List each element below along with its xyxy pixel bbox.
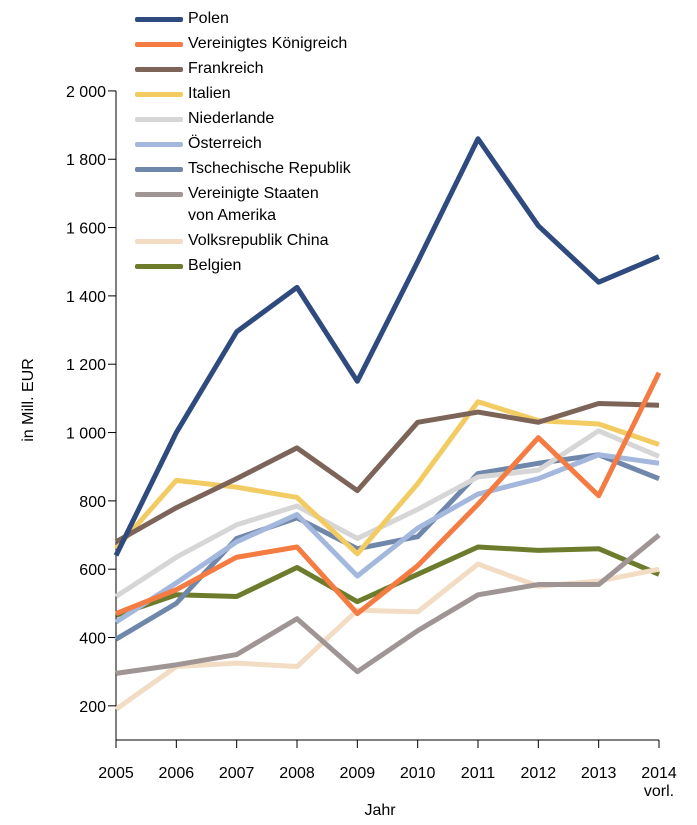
x-tick-label: 2008 — [279, 765, 315, 782]
legend-label: Frankreich — [188, 60, 264, 77]
x-tick-label: 2009 — [340, 765, 376, 782]
legend-label: Niederlande — [188, 110, 275, 127]
x-tick-label: 2005 — [98, 765, 134, 782]
legend-item: Niederlande — [135, 108, 351, 130]
x-tick-label: 2014 vorl. — [641, 765, 677, 800]
y-tick-label: 1 600 — [66, 221, 106, 238]
legend-swatch — [135, 67, 183, 72]
y-tick-label: 600 — [79, 562, 106, 579]
y-tick-label: 800 — [79, 494, 106, 511]
legend-swatch — [135, 239, 183, 244]
legend-item: Volksrepublik China — [135, 230, 351, 252]
series-line — [115, 533, 661, 676]
legend-label: Tschechische Republik — [188, 160, 351, 177]
y-tick-label: 200 — [79, 699, 106, 716]
series-line — [114, 399, 660, 557]
legend-item: Frankreich — [135, 58, 351, 80]
legend-label: Italien — [188, 85, 231, 102]
legend-swatch — [135, 264, 183, 269]
legend-swatch — [135, 142, 183, 147]
series-line — [114, 400, 660, 545]
legend-label: Österreich — [188, 135, 262, 152]
legend-label: Belgien — [188, 257, 242, 274]
y-tick-label: 1 200 — [66, 357, 106, 374]
x-tick-label: 2007 — [219, 765, 255, 782]
legend-swatch — [135, 17, 183, 22]
y-axis-title: in Mill. EUR — [20, 358, 37, 442]
legend-label: Vereinigte Staaten von Amerika — [188, 185, 319, 224]
x-tick-label: 2010 — [400, 765, 436, 782]
legend-swatch — [135, 117, 183, 122]
legend-item: Belgien — [135, 255, 351, 277]
legend-label: Polen — [188, 10, 229, 27]
legend-swatch — [135, 92, 183, 97]
legend-item: Österreich — [135, 133, 351, 155]
y-tick-label: 1 800 — [66, 152, 106, 169]
legend: Polen Vereinigtes Königreich Frankreich Ita… — [135, 8, 351, 280]
series-line — [113, 136, 660, 557]
y-tick-label: 400 — [79, 631, 106, 648]
legend-item: Vereinigtes Königreich — [135, 33, 351, 55]
series-line — [114, 428, 660, 599]
x-tick-label: 2006 — [159, 765, 195, 782]
x-axis-title: Jahr — [364, 802, 396, 819]
x-tick-label: 2011 — [461, 765, 496, 782]
legend-label: Vereinigtes Königreich — [188, 35, 348, 52]
legend-label: Volksrepublik China — [188, 232, 329, 249]
legend-swatch — [135, 42, 183, 47]
legend-item: Vereinigte Staaten von Amerika — [135, 183, 351, 227]
y-tick-label: 2 000 — [66, 84, 106, 101]
x-tick-label: 2013 — [581, 765, 617, 782]
legend-item: Polen — [135, 8, 351, 30]
legend-item: Italien — [135, 83, 351, 105]
y-tick-label: 1 400 — [66, 289, 106, 306]
legend-swatch — [135, 192, 183, 197]
legend-item: Tschechische Republik — [135, 158, 351, 180]
y-tick-label: 1 000 — [66, 426, 106, 443]
series-line — [115, 371, 662, 617]
x-tick-label: 2012 — [521, 765, 557, 782]
legend-swatch — [135, 167, 183, 172]
